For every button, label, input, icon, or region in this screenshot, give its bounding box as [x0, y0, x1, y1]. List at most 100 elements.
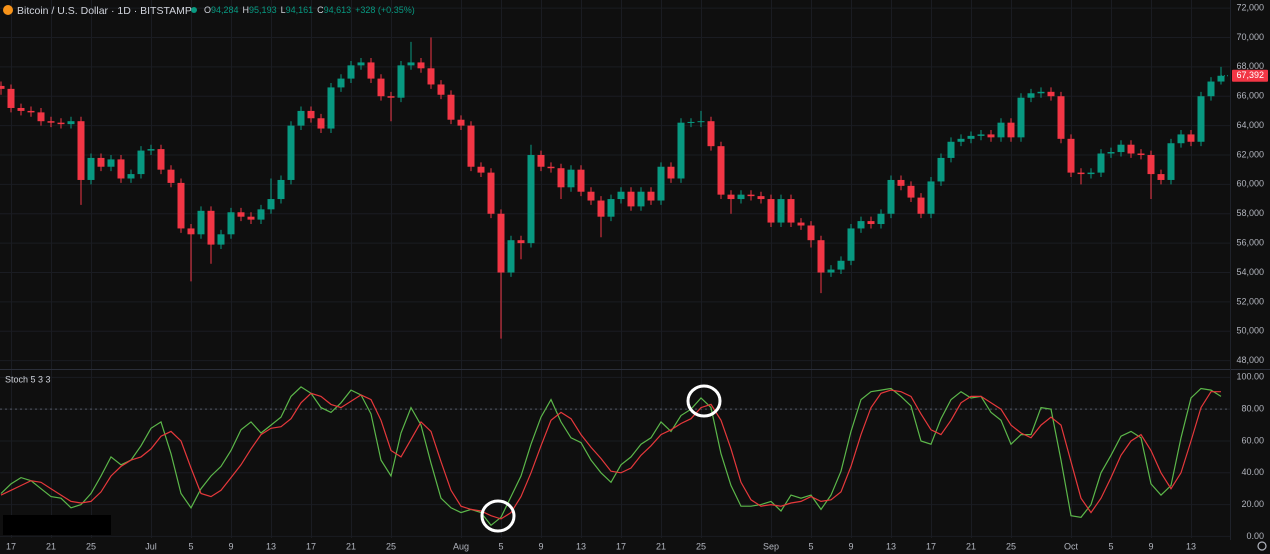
x-tick-label: 5	[808, 541, 813, 551]
candle-body	[537, 154, 545, 167]
candle-body	[1057, 96, 1065, 139]
candle-body	[707, 121, 715, 147]
candle-body	[257, 209, 265, 220]
x-tick-label: 21	[966, 541, 976, 551]
candle-body	[547, 166, 555, 169]
ohlc-key: C	[317, 5, 324, 15]
candle-body	[137, 150, 145, 175]
candle-body	[1157, 174, 1165, 180]
candle-body	[397, 65, 405, 98]
candle-body	[437, 84, 445, 95]
ohlc-key: L	[281, 5, 286, 15]
candle-body	[627, 191, 635, 207]
y-tick-label: 52,000	[1236, 296, 1264, 306]
stoch-line	[0, 389, 1221, 520]
settings-gear[interactable]	[1257, 541, 1267, 551]
candle-body	[757, 196, 765, 200]
candle-body	[227, 212, 235, 235]
candle-body	[747, 194, 755, 197]
x-tick-label: 21	[346, 541, 356, 551]
candle-body	[147, 149, 155, 151]
ohlc-key: H	[243, 5, 250, 15]
candle-body	[1207, 81, 1215, 97]
candle-body	[47, 121, 55, 123]
candle-body	[497, 213, 505, 273]
candle-body	[217, 234, 225, 245]
status-dot	[191, 7, 197, 13]
settings-icon[interactable]	[1257, 541, 1267, 551]
candle-body	[87, 157, 95, 180]
candle-body	[837, 260, 845, 270]
ohlc-legend: O94,284 H95,193 L94,161 C94,613 +328 (+0.35%…	[204, 5, 415, 15]
candle-body	[427, 68, 435, 85]
candle-body	[407, 62, 415, 66]
indicator-title: Stoch 5 3 3	[5, 374, 51, 384]
candle-body	[697, 121, 705, 123]
candle-body	[937, 157, 945, 182]
candle-body	[917, 197, 925, 214]
candle-body	[57, 122, 65, 125]
x-tick-label: 21	[46, 541, 56, 551]
candle-body	[177, 182, 185, 229]
ohlc-key: O	[204, 5, 211, 15]
x-tick-label: 25	[86, 541, 96, 551]
y-tick-label: 62,000	[1236, 149, 1264, 159]
candle-body	[687, 121, 695, 123]
candle-body	[897, 179, 905, 186]
candle-body	[967, 135, 975, 139]
candle-body	[1027, 93, 1035, 98]
candle-body	[1097, 153, 1105, 173]
candle-body	[587, 191, 595, 201]
candle-body	[857, 221, 865, 229]
candle-body	[417, 62, 425, 69]
last-price-label: 67,392	[1236, 70, 1264, 80]
candle-body	[1067, 138, 1075, 173]
candle-body	[1007, 122, 1015, 138]
candle-body	[637, 191, 645, 207]
candle-body	[387, 96, 395, 98]
candle-body	[487, 172, 495, 214]
x-tick-label: Jul	[145, 541, 157, 551]
x-tick-label: 25	[386, 541, 396, 551]
candle-body	[1217, 75, 1225, 82]
candle-body	[507, 240, 515, 273]
x-tick-label: 13	[1186, 541, 1196, 551]
candle-body	[957, 138, 965, 142]
x-tick-label: 5	[498, 541, 503, 551]
candle-body	[677, 122, 685, 179]
candle-body	[447, 94, 455, 120]
y-tick-label: 58,000	[1236, 208, 1264, 218]
x-tick-label: Sep	[763, 541, 779, 551]
y-tick-label: 20.00	[1241, 499, 1264, 509]
candle-body	[667, 166, 675, 179]
candle-body	[997, 122, 1005, 138]
x-tick-label: 9	[228, 541, 233, 551]
candle-body	[907, 185, 915, 198]
candle-body	[1017, 97, 1025, 138]
x-tick-label: Aug	[453, 541, 469, 551]
ohlc-value: 94,613	[324, 5, 352, 15]
candle-body	[307, 110, 315, 119]
change-value: +328 (+0.35%)	[355, 5, 415, 15]
candle-body	[1047, 91, 1055, 97]
candle-body	[327, 87, 335, 129]
candle-body	[1187, 134, 1195, 142]
candle-body	[767, 199, 775, 223]
candle-body	[1087, 172, 1095, 175]
candle-body	[1127, 144, 1135, 154]
candle-body	[1037, 91, 1045, 94]
candle-body	[607, 199, 615, 217]
candle-body	[207, 210, 215, 245]
candle-body	[117, 159, 125, 179]
candle-body	[267, 199, 275, 210]
candle-body	[647, 191, 655, 201]
candle-body	[737, 194, 745, 200]
candle-body	[1177, 134, 1185, 144]
x-tick-label: Oct	[1064, 541, 1079, 551]
ohlc-value: 94,161	[286, 5, 314, 15]
candle-body	[0, 85, 5, 89]
candle-body	[1197, 96, 1205, 142]
candle-body	[337, 78, 345, 88]
candle-body	[567, 169, 575, 188]
